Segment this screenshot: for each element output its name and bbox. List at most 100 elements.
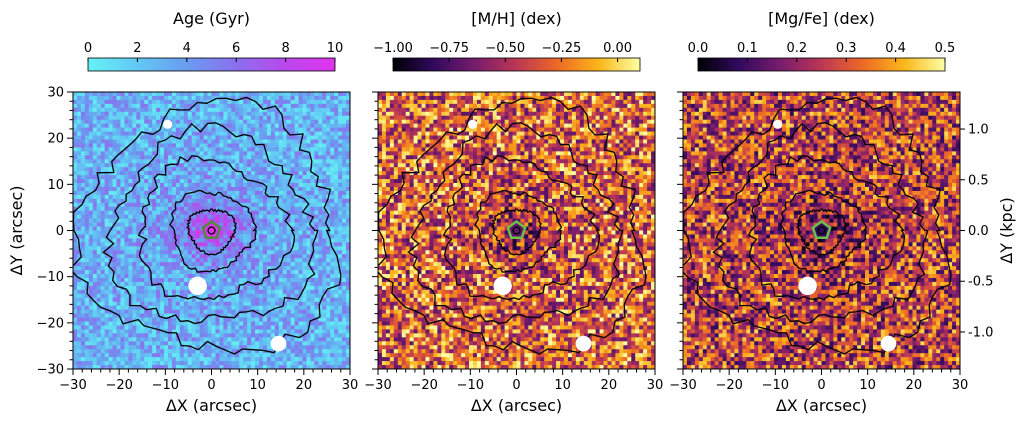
colorbar-tick-label: 8 <box>281 41 289 56</box>
masked-source <box>798 276 817 296</box>
masked-source <box>575 335 592 352</box>
x-tick-label: 10 <box>859 378 876 393</box>
contour-line <box>137 155 296 301</box>
contour-line <box>712 122 929 325</box>
x-tick-label: 20 <box>906 378 923 393</box>
colorbar-tick-label: 0.00 <box>603 41 632 56</box>
colorbar-title: [Mg/Fe] (dex) <box>768 9 875 28</box>
colorbar-tick-label: −1.00 <box>373 41 413 56</box>
colorbar-tick-label: 0.4 <box>885 41 906 56</box>
contour-line <box>169 189 258 273</box>
x-tick-label: 0 <box>817 378 825 393</box>
right-y-tick-label: 0.5 <box>968 173 989 188</box>
masked-source <box>493 276 512 296</box>
heatmap-age <box>73 92 350 369</box>
y-tick-label: 20 <box>47 132 64 147</box>
contour-line <box>491 208 542 256</box>
y-axis-label: ΔY (arcsec) <box>7 185 26 275</box>
x-tick-label: 30 <box>342 378 359 393</box>
x-tick-label: 20 <box>601 378 618 393</box>
center-pentagon-marker <box>506 219 527 240</box>
center-circle-marker <box>207 226 216 235</box>
colorbar-tick-label: 6 <box>232 41 240 56</box>
colorbar-tick-label: 0.5 <box>935 41 956 56</box>
colorbar-tick-label: 0.3 <box>836 41 857 56</box>
colorbar-gradient <box>697 57 946 72</box>
x-tick-label: −20 <box>410 378 437 393</box>
contour-line <box>683 96 952 355</box>
x-tick-label: 30 <box>647 378 664 393</box>
y-tick-label: −10 <box>37 270 64 285</box>
right-y-tick-label: 0.0 <box>968 224 989 239</box>
center-pentagon-marker <box>201 219 222 240</box>
heatmap-metallicity <box>378 92 655 369</box>
colorbar-tick-label: 0.0 <box>688 41 709 56</box>
y-tick-label: −20 <box>37 316 64 331</box>
masked-source <box>163 119 173 129</box>
contour-line <box>378 96 647 355</box>
center-pentagon-marker <box>811 219 832 240</box>
contour-line <box>102 122 319 325</box>
x-tick-label: 10 <box>554 378 571 393</box>
masked-source <box>773 119 783 129</box>
colorbar-tick-label: 10 <box>327 41 344 56</box>
right-y-tick-label: -0.5 <box>968 275 993 290</box>
contours-metallicity <box>378 96 647 355</box>
x-tick-label: 10 <box>249 378 266 393</box>
colorbar-tick-label: −0.50 <box>485 41 525 56</box>
panel-alpha: −30 −20 −10 0 10 20 30 ΔX (arcsec) 1.0 0.5 0.0 -0.5… <box>669 91 1016 415</box>
heatmap-alpha <box>683 92 960 369</box>
center-circle-marker <box>817 226 826 235</box>
x-tick-label: −20 <box>105 378 132 393</box>
colorbar-tick-label: 0.1 <box>737 41 758 56</box>
masked-source <box>468 119 478 129</box>
center-circle-marker <box>512 226 521 235</box>
x-tick-label: 30 <box>952 378 969 393</box>
x-axis-label: ΔX (arcsec) <box>776 396 867 415</box>
contour-line <box>73 96 342 355</box>
masked-source <box>880 335 897 352</box>
contour-line <box>779 189 868 273</box>
colorbar-gradient <box>392 57 641 72</box>
colorbar-tick-label: 0 <box>84 41 92 56</box>
x-tick-label: −30 <box>364 378 391 393</box>
masked-source <box>270 335 287 352</box>
x-tick-label: −10 <box>152 378 179 393</box>
panel-age: −30 −20 −10 0 10 20 30 ΔX (arcsec) −30 −20 −10 0 10 2… <box>7 86 358 416</box>
contour-line <box>442 155 601 301</box>
contour-line <box>407 122 624 325</box>
colorbar-gradient <box>87 57 336 72</box>
y-tick-label: 0 <box>56 224 64 239</box>
x-tick-label: 0 <box>512 378 520 393</box>
colorbar-tick-label: −0.25 <box>541 41 581 56</box>
panel-metallicity: −30 −20 −10 0 10 20 30 ΔX (arcsec) <box>364 91 664 415</box>
colorbar-tick-label: 2 <box>133 41 141 56</box>
contours-alpha <box>683 96 952 355</box>
masked-source <box>188 276 207 296</box>
contour-line <box>474 189 563 273</box>
right-y-axis-label: ΔY (kpc) <box>997 197 1016 264</box>
colorbar-alpha: 0.0 0.1 0.2 0.3 0.4 0.5 [Mg/Fe] (dex) <box>688 9 956 72</box>
x-tick-label: −20 <box>715 378 742 393</box>
colorbar-title: [M/H] (dex) <box>471 9 561 28</box>
colorbar-age: 0 2 4 6 8 10 Age (Gyr) <box>84 9 344 72</box>
contour-line <box>186 208 237 256</box>
x-tick-label: 0 <box>207 378 215 393</box>
right-y-tick-label: -1.0 <box>968 325 993 340</box>
x-axis-label: ΔX (arcsec) <box>166 396 257 415</box>
colorbar-tick-label: −0.75 <box>429 41 469 56</box>
colorbar-title: Age (Gyr) <box>173 9 250 28</box>
x-tick-label: −10 <box>762 378 789 393</box>
y-tick-label: 30 <box>47 86 64 101</box>
colorbar-metallicity: −1.00 −0.75 −0.50 −0.25 0.00 [M/H] (dex) <box>373 9 641 72</box>
colorbar-tick-label: 4 <box>183 41 191 56</box>
x-axis-label: ΔX (arcsec) <box>471 396 562 415</box>
y-tick-label: −30 <box>37 363 64 378</box>
right-y-tick-label: 1.0 <box>968 123 989 138</box>
y-tick-label: 10 <box>47 178 64 193</box>
contours-age <box>73 96 342 355</box>
x-tick-label: −30 <box>669 378 696 393</box>
x-tick-label: 20 <box>296 378 313 393</box>
contour-line <box>796 208 847 256</box>
